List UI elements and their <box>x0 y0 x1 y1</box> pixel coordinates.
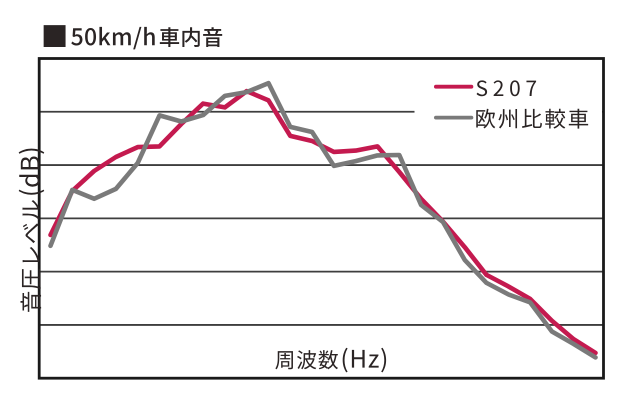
legend-swatch-paint <box>434 115 474 120</box>
legend-paint <box>434 80 589 129</box>
legend-swatch-paint <box>434 84 474 89</box>
series-line-comparison-car <box>48 80 598 360</box>
chart-title-paint <box>43 25 223 50</box>
legend-background <box>414 65 602 135</box>
x-axis-label-paint <box>275 347 387 373</box>
y-axis-label-paint <box>18 148 45 312</box>
